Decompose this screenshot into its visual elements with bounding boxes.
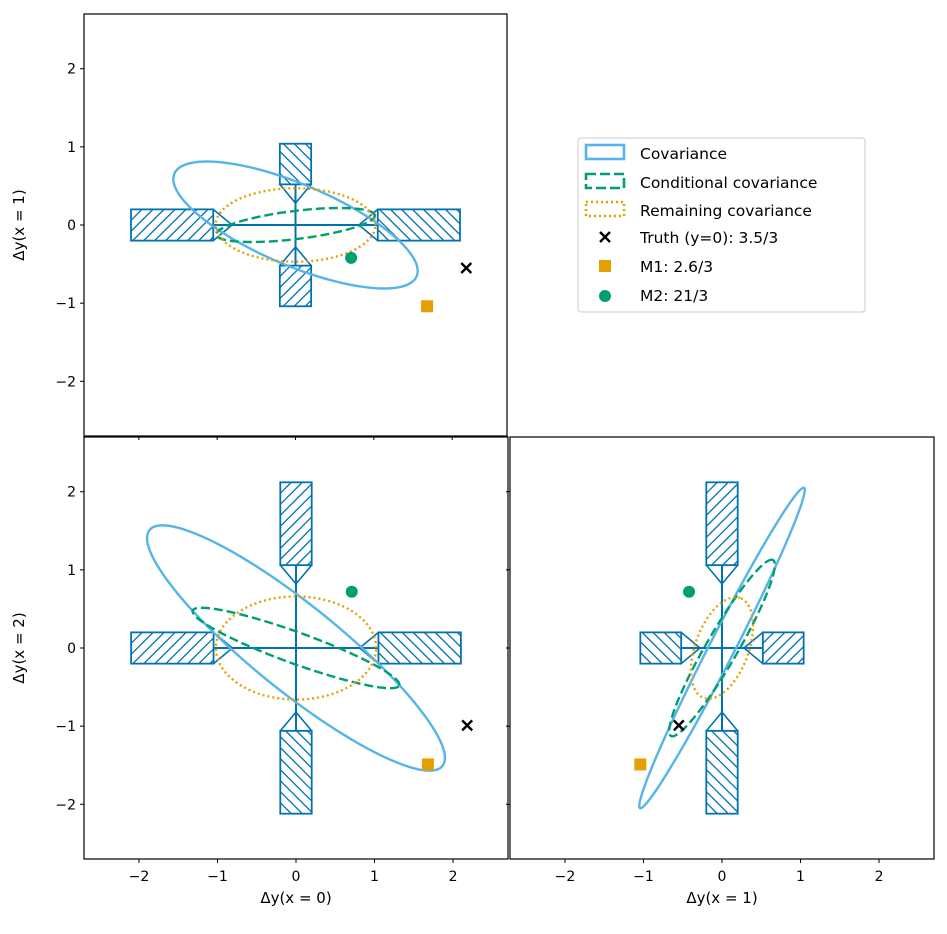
panel-bottom-left-plot-area <box>130 481 474 815</box>
cross-bar-left-box <box>130 208 215 242</box>
panel-bottom-left: −2 −2 −1 −1 0 0 1 1 2 2 Δy(x = 0) Δy(x = 2) <box>10 436 509 907</box>
cross-connector-bottom <box>705 710 739 732</box>
cross-bar-left-hatch <box>131 209 214 241</box>
x-axis-label: Δy(x = 0) <box>260 889 331 907</box>
x-tick-label: −2 <box>129 869 150 885</box>
panel-bottom-right-plot-area <box>634 481 806 815</box>
legend-frame <box>577 137 866 313</box>
truth-point <box>460 262 473 274</box>
cross-bar-right-box <box>761 631 805 665</box>
y-axis-label: Δy(x = 2) <box>10 612 28 683</box>
truth-point <box>461 719 474 732</box>
panel-top-left: −2 −1 0 1 2 Δy(x = 1) <box>10 13 508 440</box>
cross-bar-right-hatch <box>378 632 461 664</box>
y-tick-label: −2 <box>55 374 76 390</box>
covariance-ellipse <box>172 160 419 290</box>
cross-connector-top <box>705 564 739 586</box>
covariance-ellipse <box>145 524 447 772</box>
m1-point <box>421 758 434 771</box>
cross-bar-bottom-box <box>278 264 313 308</box>
m2-point <box>345 251 358 264</box>
panels-layer: −2 −1 0 1 2 Δy(x = 1) −2 −2 −1 −1 0 0 1 1 2 2 Δy(x = 0) Δ… <box>10 13 935 907</box>
cross-connector-left <box>680 631 702 665</box>
x-tick-label: 0 <box>718 869 727 885</box>
x-tick-label: 1 <box>370 869 379 885</box>
y-tick-label: −2 <box>55 797 76 813</box>
m1-point <box>634 758 647 771</box>
cross-bar-top-box <box>278 142 313 186</box>
y-tick-label: 1 <box>67 140 76 156</box>
cross-bar-top-box <box>279 481 313 567</box>
truth-point <box>672 719 685 732</box>
cross-bar-left-hatch <box>640 632 682 664</box>
cross-bar-left-hatch <box>131 632 214 664</box>
m2-point <box>345 585 358 598</box>
x-tick-label: −2 <box>555 869 576 885</box>
panel-top-left-plot-area <box>130 142 473 313</box>
cross-bar-right-box <box>376 208 461 242</box>
legend-m1-label: M1: 2.6/3 <box>640 258 713 276</box>
cross-connector-top <box>279 183 312 205</box>
y-tick-label: −1 <box>55 719 76 735</box>
cross-connector-top <box>279 564 313 586</box>
legend-remaining-swatch <box>584 200 626 218</box>
legend-m2-label: M2: 21/3 <box>640 287 708 305</box>
conditional-covariance-ellipse <box>214 206 377 244</box>
cross-connector-bottom <box>279 245 312 267</box>
legend-remaining-label: Remaining covariance <box>640 202 812 220</box>
panel-bottom-right: −2 −1 0 1 2 Δy(x = 1) <box>506 436 935 907</box>
y-axis-label: Δy(x = 1) <box>10 189 28 260</box>
legend-conditional-swatch <box>584 172 626 190</box>
cross-bar-top-hatch <box>706 482 738 566</box>
cross-bar-bottom-box <box>705 729 739 815</box>
y-tick-label: 0 <box>67 641 76 657</box>
conditional-covariance-ellipse <box>667 558 777 738</box>
cross-connector-bottom <box>279 710 313 732</box>
m1-point <box>421 300 434 313</box>
legend-conditional-label: Conditional covariance <box>640 174 817 192</box>
remaining-covariance-ellipse <box>689 596 755 700</box>
legend-covariance-label: Covariance <box>640 145 727 163</box>
y-tick-label: −1 <box>55 296 76 312</box>
y-tick-label: 2 <box>67 62 76 78</box>
cross-bar-bottom-hatch <box>706 730 738 814</box>
x-axis-label: Δy(x = 1) <box>686 889 757 907</box>
legend-truth-label: Truth (y=0): 3.5/3 <box>639 229 778 247</box>
cross-bar-right-hatch <box>762 632 804 664</box>
y-tick-label: 0 <box>67 218 76 234</box>
cross-bar-left-box <box>130 631 215 665</box>
cross-bar-bottom-hatch <box>280 730 312 814</box>
x-tick-label: 2 <box>449 869 458 885</box>
y-tick-label: 1 <box>67 563 76 579</box>
cross-bar-bottom-hatch <box>279 265 312 307</box>
cross-bar-right-box <box>377 631 462 665</box>
cross-bar-right-hatch <box>377 209 460 241</box>
legend-truth-marker <box>599 231 611 243</box>
conditional-covariance-ellipse <box>191 606 401 690</box>
m2-point <box>683 585 696 598</box>
cross-bar-top-hatch <box>280 482 312 566</box>
cross-bar-top-box <box>705 481 739 567</box>
x-tick-label: 1 <box>796 869 805 885</box>
legend: Covariance Conditional covariance Remain… <box>577 137 866 313</box>
x-tick-label: −1 <box>633 869 654 885</box>
x-tick-label: 2 <box>875 869 884 885</box>
legend-covariance-swatch <box>584 143 626 161</box>
cross-bar-bottom-box <box>279 729 313 815</box>
cross-bar-top-hatch <box>279 143 312 185</box>
cross-connector-right <box>742 631 764 665</box>
y-tick-label: 2 <box>67 485 76 501</box>
x-tick-label: 0 <box>292 869 301 885</box>
legend-m2-marker <box>599 290 611 302</box>
x-tick-label: −1 <box>207 869 228 885</box>
cross-bar-left-box <box>639 631 683 665</box>
legend-m1-marker <box>599 260 611 272</box>
